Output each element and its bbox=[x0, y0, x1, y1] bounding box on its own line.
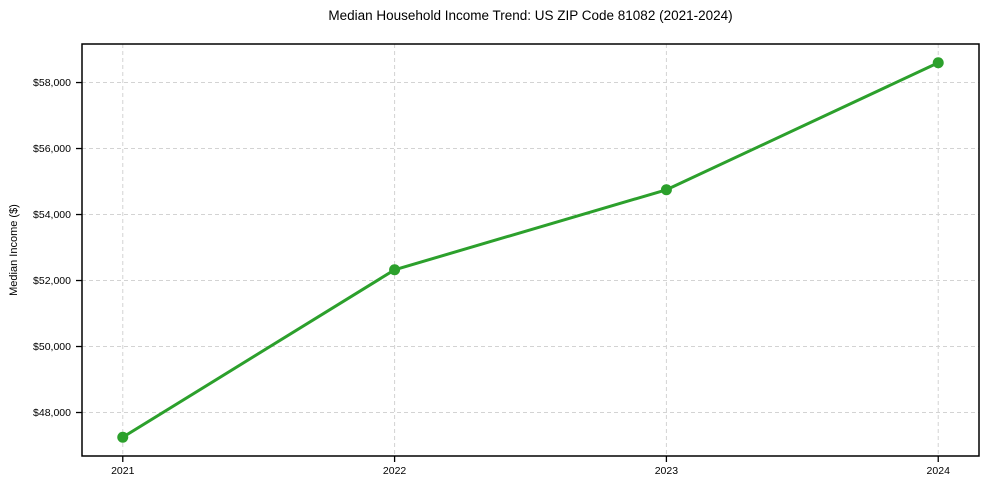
plot-border bbox=[81, 43, 980, 457]
y-tick-label: $54,000 bbox=[33, 209, 71, 221]
data-point-2024 bbox=[932, 57, 944, 69]
y-tick-label: $58,000 bbox=[33, 77, 71, 89]
y-axis-label: Median Income ($) bbox=[8, 204, 20, 296]
trend-line bbox=[121, 61, 940, 439]
y-tick-label: $50,000 bbox=[33, 341, 71, 353]
data-point-2023 bbox=[660, 184, 672, 196]
y-tick-label: $52,000 bbox=[33, 275, 71, 287]
y-tick-label: $56,000 bbox=[33, 143, 71, 155]
x-tick-label: 2024 bbox=[927, 465, 951, 477]
chart-title: Median Household Income Trend: US ZIP Co… bbox=[328, 8, 733, 23]
x-tick-label: 2022 bbox=[383, 465, 407, 477]
x-tick-label: 2023 bbox=[655, 465, 679, 477]
x-tick-label: 2021 bbox=[111, 465, 135, 477]
data-point-2022 bbox=[389, 264, 401, 276]
y-tick-label: $48,000 bbox=[33, 407, 71, 419]
data-point-2021 bbox=[117, 431, 129, 443]
